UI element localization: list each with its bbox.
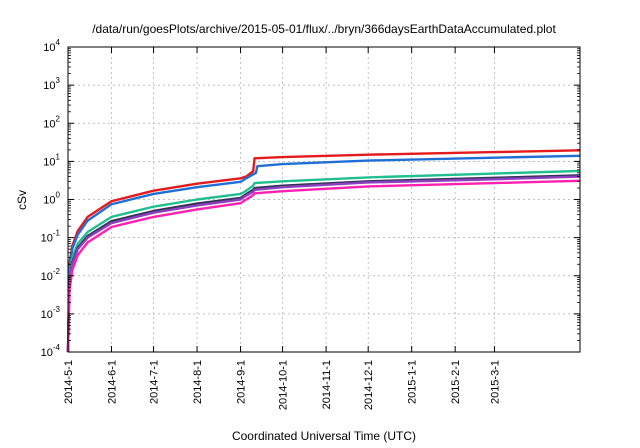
x-tick-label: 2015-2-1 (450, 360, 462, 404)
y-tick-exponent: 1 (56, 152, 61, 161)
x-tick-label: 2015-1-1 (407, 360, 419, 404)
y-tick-label: 100 (43, 191, 60, 207)
y-tick-label: 10-1 (41, 229, 61, 245)
x-tick-label: 2015-3-1 (489, 360, 501, 404)
x-tick-label: 2014-6-1 (106, 360, 118, 404)
y-tick-label: 10-4 (41, 343, 61, 359)
y-tick-base: 10 (43, 195, 55, 207)
x-tick-label: 2014-9-1 (236, 360, 248, 404)
x-axis-title: Coordinated Universal Time (UTC) (232, 429, 416, 443)
y-tick-exponent: -1 (53, 229, 61, 238)
x-tick-label: 2014-7-1 (149, 360, 161, 404)
y-tick-exponent: -4 (53, 343, 61, 352)
y-axis-title: cSv (15, 190, 29, 210)
y-tick-exponent: 0 (56, 191, 61, 200)
series-group (66, 149, 581, 353)
x-tick-label: 2014-11-1 (321, 360, 333, 409)
series-line-3 (66, 169, 581, 353)
y-tick-label: 103 (43, 76, 60, 92)
x-tick-label: 2014-12-1 (363, 360, 375, 410)
y-tick-exponent: 2 (56, 114, 61, 123)
y-tick-base: 10 (41, 233, 53, 245)
y-tick-exponent: -3 (53, 305, 61, 314)
x-tick-label: 2014-8-1 (192, 360, 204, 404)
y-tick-label: 104 (43, 38, 60, 54)
y-tick-base: 10 (43, 42, 55, 54)
y-tick-exponent: 4 (56, 38, 61, 47)
y-tick-base: 10 (43, 118, 55, 130)
y-tick-base: 10 (41, 347, 53, 359)
x-tick-labels: 2014-5-1 2014-6-1 2014-7-1 2014-8-1 2014-9-1… (63, 360, 501, 410)
y-tick-base: 10 (41, 271, 53, 283)
chart-title: /data/run/goesPlots/archive/2015-05-01/f… (92, 22, 556, 36)
series-line-2 (66, 154, 581, 353)
x-tick-label: 2014-5-1 (63, 360, 75, 404)
series-line-1 (66, 149, 581, 353)
series-line-6 (66, 179, 581, 353)
y-tick-label: 102 (43, 114, 60, 130)
y-tick-label: 10-3 (41, 305, 61, 321)
series-line-5 (66, 175, 581, 353)
y-tick-base: 10 (43, 80, 55, 92)
y-tick-exponent: 3 (56, 76, 61, 85)
ticks-group (67, 46, 580, 353)
y-tick-label: 101 (43, 152, 60, 168)
y-tick-exponent: -2 (53, 267, 61, 276)
y-tick-base: 10 (41, 309, 53, 321)
x-tick-label: 2014-10-1 (278, 360, 290, 410)
y-tick-label: 10-2 (41, 267, 61, 283)
y-tick-base: 10 (43, 156, 55, 168)
